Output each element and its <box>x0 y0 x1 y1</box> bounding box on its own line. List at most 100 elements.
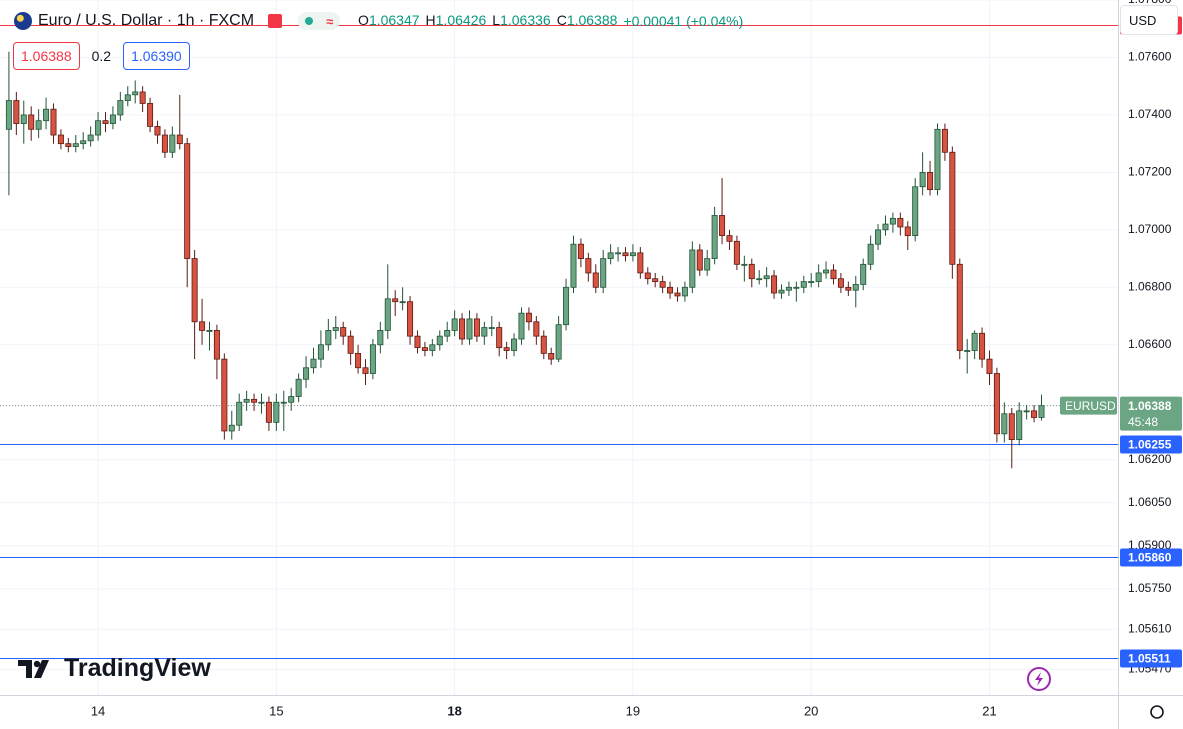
level-label: 1.05511 <box>1128 652 1171 666</box>
symbol-flag <box>14 12 32 30</box>
candle-body <box>830 269 837 280</box>
candle-body <box>511 338 518 351</box>
ohlc-value: 1.06347 <box>368 12 420 28</box>
currency-button[interactable]: USD <box>1120 5 1178 35</box>
candle-body <box>317 344 324 360</box>
candle-body <box>652 278 659 282</box>
candle-body <box>533 321 540 337</box>
quantity[interactable]: 0.2 <box>91 48 112 64</box>
y-tick-label: 1.06800 <box>1128 279 1172 293</box>
level-label: 1.05860 <box>1128 551 1172 565</box>
candle-body <box>889 217 896 225</box>
candle-body <box>941 128 948 153</box>
sell-button[interactable]: 1.06388 <box>13 42 80 70</box>
y-tick-label: 1.05610 <box>1128 621 1172 635</box>
candle-body <box>986 358 993 374</box>
candle-body <box>399 301 406 304</box>
candle-body <box>993 373 1000 435</box>
candle-body <box>325 330 332 346</box>
ohlc-key: H <box>425 12 436 28</box>
candle-body <box>184 143 191 259</box>
candle-body <box>288 396 295 403</box>
candle-body <box>607 252 614 259</box>
candle-body <box>934 128 941 191</box>
candle-body <box>273 401 280 423</box>
level-label: 1.06255 <box>1128 438 1172 452</box>
candle-body <box>228 424 235 432</box>
candle-body <box>362 367 369 374</box>
candle-body <box>303 367 310 380</box>
candle-body <box>711 215 718 259</box>
candle-body <box>563 286 570 326</box>
market-status <box>268 14 283 28</box>
candle-body <box>719 215 726 236</box>
settings-icon[interactable] <box>1150 705 1164 719</box>
candle-body <box>949 151 956 265</box>
candle-body <box>1001 413 1008 435</box>
candle-body <box>570 243 577 288</box>
candle-body <box>867 243 874 265</box>
candle-body <box>369 344 376 374</box>
ohlc-value: 1.06336 <box>500 12 551 28</box>
level-tag <box>1120 548 1182 567</box>
candle-body <box>778 289 785 294</box>
candle-body <box>265 401 272 423</box>
buy-button[interactable]: 1.06390 <box>123 42 190 70</box>
candle-body <box>332 327 339 331</box>
candle-body <box>191 258 198 323</box>
candle-body <box>763 275 770 280</box>
candle-body <box>882 223 889 231</box>
candle-body <box>1038 405 1045 418</box>
candle-body <box>132 91 139 96</box>
ohlc-item: L1.06336 <box>492 12 550 28</box>
candle-body <box>347 335 354 354</box>
candle-body <box>808 281 815 283</box>
candle-body <box>466 318 473 340</box>
candle-body <box>236 401 243 426</box>
header: Euro / U.S. Dollar · 1h · FXCM ≈ O1.0634… <box>14 8 743 34</box>
candle-body <box>124 94 131 101</box>
candle-body <box>72 143 79 147</box>
plot <box>0 25 1118 659</box>
candle-body <box>629 252 636 257</box>
symbol[interactable]: Euro / U.S. Dollar · 1h · FXCM <box>38 12 255 29</box>
last-price-tag <box>1120 396 1182 431</box>
candle-body <box>592 272 599 288</box>
status-pill[interactable]: ≈ <box>298 12 341 30</box>
candle-body <box>199 321 206 331</box>
candle-body <box>488 327 495 329</box>
candle-body <box>496 327 503 349</box>
candle-body <box>109 114 116 124</box>
candle-body <box>117 100 124 116</box>
candle-body <box>414 335 421 349</box>
candle-body <box>548 352 555 360</box>
candle-body <box>741 263 748 266</box>
candle-body <box>704 258 711 271</box>
logo: TradingView <box>18 654 211 683</box>
y-tick-label: 1.06600 <box>1128 337 1172 351</box>
candle-body <box>377 330 384 346</box>
candle-body <box>421 347 428 351</box>
candle-body <box>65 143 72 147</box>
candle-body <box>956 263 963 351</box>
countdown-label: 45:48 <box>1128 415 1158 429</box>
candle-body <box>147 103 154 127</box>
symbol-tag <box>1060 396 1117 415</box>
symbol-tag-label: EURUSD <box>1065 399 1116 413</box>
candle-body <box>95 120 102 136</box>
ohlc-key: O <box>358 12 369 28</box>
candle-body <box>726 235 733 242</box>
candle-body <box>748 263 755 280</box>
candle-body <box>927 171 934 191</box>
candle-body <box>964 350 971 352</box>
candle-body <box>637 252 644 274</box>
candle-body <box>823 269 830 274</box>
candle-body <box>206 330 213 332</box>
candle-body <box>503 347 510 351</box>
candle-body <box>28 114 35 130</box>
candle-body <box>258 401 265 404</box>
y-tick-label: 1.07000 <box>1128 222 1172 236</box>
candle-body <box>1008 413 1015 440</box>
y-tick-label: 1.06200 <box>1128 452 1172 466</box>
